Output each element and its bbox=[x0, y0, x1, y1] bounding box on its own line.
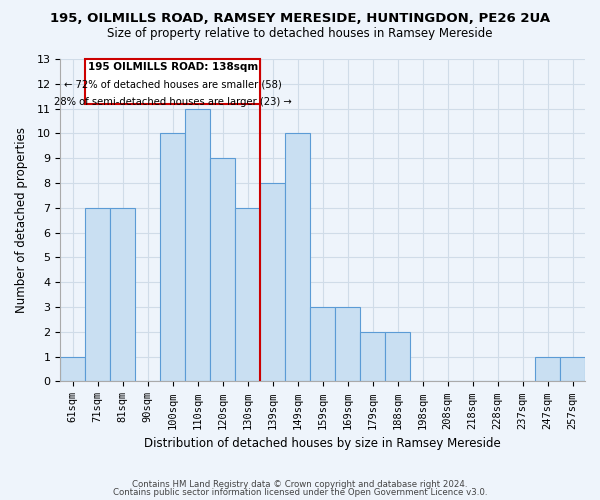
Bar bbox=[535, 356, 560, 382]
Y-axis label: Number of detached properties: Number of detached properties bbox=[15, 127, 28, 313]
Bar bbox=[85, 208, 110, 382]
Bar bbox=[160, 134, 185, 382]
Text: 28% of semi-detached houses are larger (23) →: 28% of semi-detached houses are larger (… bbox=[54, 96, 292, 106]
Bar bbox=[235, 208, 260, 382]
Bar bbox=[310, 307, 335, 382]
Bar bbox=[385, 332, 410, 382]
Text: Contains HM Land Registry data © Crown copyright and database right 2024.: Contains HM Land Registry data © Crown c… bbox=[132, 480, 468, 489]
Text: Size of property relative to detached houses in Ramsey Mereside: Size of property relative to detached ho… bbox=[107, 28, 493, 40]
Bar bbox=[335, 307, 360, 382]
Bar bbox=[210, 158, 235, 382]
Bar bbox=[110, 208, 135, 382]
Text: 195 OILMILLS ROAD: 138sqm: 195 OILMILLS ROAD: 138sqm bbox=[88, 62, 258, 72]
Text: ← 72% of detached houses are smaller (58): ← 72% of detached houses are smaller (58… bbox=[64, 80, 281, 90]
Bar bbox=[60, 356, 85, 382]
Bar bbox=[560, 356, 585, 382]
X-axis label: Distribution of detached houses by size in Ramsey Mereside: Distribution of detached houses by size … bbox=[144, 437, 501, 450]
Bar bbox=[185, 108, 210, 382]
Bar bbox=[260, 183, 285, 382]
Text: Contains public sector information licensed under the Open Government Licence v3: Contains public sector information licen… bbox=[113, 488, 487, 497]
Text: 195, OILMILLS ROAD, RAMSEY MERESIDE, HUNTINGDON, PE26 2UA: 195, OILMILLS ROAD, RAMSEY MERESIDE, HUN… bbox=[50, 12, 550, 26]
FancyBboxPatch shape bbox=[85, 59, 260, 104]
Bar bbox=[360, 332, 385, 382]
Bar bbox=[285, 134, 310, 382]
